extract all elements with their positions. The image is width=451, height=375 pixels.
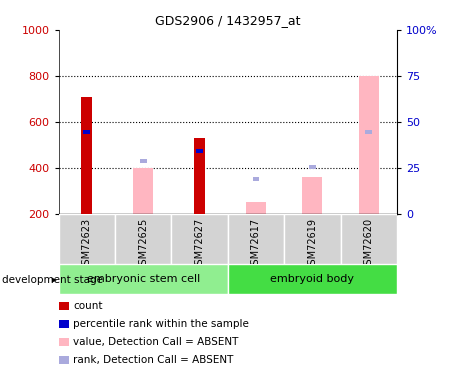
Text: GSM72625: GSM72625 bbox=[138, 218, 148, 271]
Text: count: count bbox=[73, 301, 102, 310]
Text: embryonic stem cell: embryonic stem cell bbox=[87, 274, 200, 284]
Text: percentile rank within the sample: percentile rank within the sample bbox=[73, 319, 249, 328]
Text: rank, Detection Call = ABSENT: rank, Detection Call = ABSENT bbox=[73, 355, 234, 364]
Text: GSM72623: GSM72623 bbox=[82, 218, 92, 271]
Bar bbox=[59, 338, 69, 346]
Bar bbox=[253, 177, 259, 182]
Bar bbox=[284, 214, 341, 264]
Bar bbox=[115, 214, 171, 264]
Bar bbox=[59, 264, 228, 294]
Text: value, Detection Call = ABSENT: value, Detection Call = ABSENT bbox=[73, 337, 239, 346]
Bar bbox=[228, 264, 397, 294]
Text: GSM72627: GSM72627 bbox=[194, 218, 205, 271]
Bar bbox=[59, 214, 115, 264]
Bar bbox=[228, 214, 284, 264]
Text: GSM72620: GSM72620 bbox=[364, 218, 374, 271]
Bar bbox=[81, 97, 92, 214]
Bar bbox=[196, 148, 203, 153]
Text: development stage: development stage bbox=[2, 275, 103, 285]
Bar bbox=[309, 165, 316, 169]
Bar bbox=[133, 168, 153, 214]
Text: GSM72617: GSM72617 bbox=[251, 218, 261, 271]
Title: GDS2906 / 1432957_at: GDS2906 / 1432957_at bbox=[155, 15, 300, 27]
Bar bbox=[246, 202, 266, 214]
Bar bbox=[359, 76, 378, 214]
Bar bbox=[59, 356, 69, 364]
Bar bbox=[59, 320, 69, 328]
Bar bbox=[171, 214, 228, 264]
Bar bbox=[365, 130, 372, 134]
Bar bbox=[59, 302, 69, 310]
Text: GSM72619: GSM72619 bbox=[307, 218, 318, 271]
Bar bbox=[140, 159, 147, 163]
Bar bbox=[194, 138, 205, 214]
Bar bbox=[83, 130, 90, 134]
Bar bbox=[303, 177, 322, 214]
Bar bbox=[341, 214, 397, 264]
Text: embryoid body: embryoid body bbox=[270, 274, 354, 284]
Polygon shape bbox=[52, 278, 57, 283]
